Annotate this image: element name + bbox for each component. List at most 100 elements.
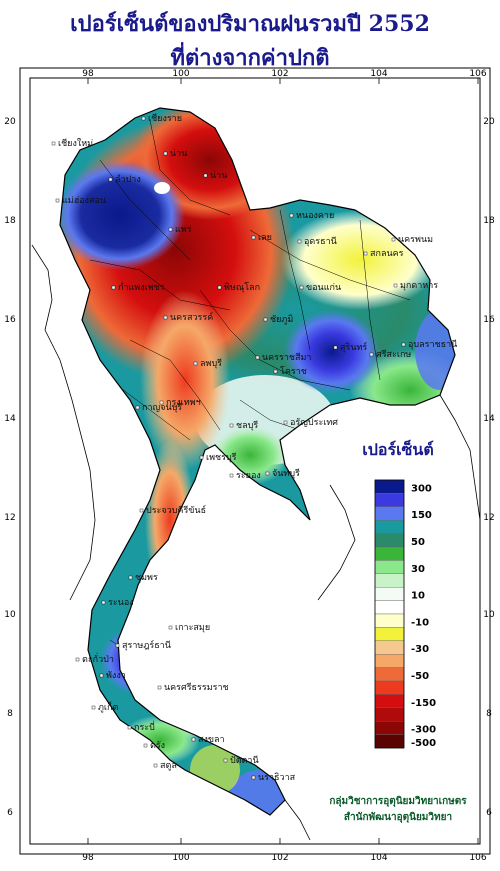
station-label: จันทบุรี bbox=[272, 468, 300, 479]
top-tick-98: 98 bbox=[82, 69, 94, 79]
station-marker bbox=[369, 352, 374, 357]
legend-swatch bbox=[374, 520, 405, 534]
station-marker bbox=[263, 317, 268, 322]
credit-line1: กลุ่มวิชาการอุตุนิยมวิทยาเกษตร bbox=[329, 795, 467, 807]
station-label: มุกดาหาร bbox=[400, 281, 438, 291]
station-label: แพร่ bbox=[175, 225, 192, 235]
legend-swatch bbox=[374, 654, 405, 668]
station-labels: เชียงรายเชียงใหม่น่านน่านลำปางแม่ฮ่องสอน… bbox=[51, 113, 457, 783]
station-label: ชุมพร bbox=[135, 573, 158, 583]
station-label: ระนอง bbox=[108, 598, 134, 608]
station-label: โคราช bbox=[280, 366, 307, 377]
station-label: นครศรีธรรมราช bbox=[164, 682, 229, 693]
station-label: น่าน bbox=[170, 149, 187, 159]
station-marker bbox=[193, 361, 198, 366]
axis-ticks bbox=[87, 78, 479, 844]
station-marker bbox=[289, 213, 294, 218]
legend-swatch bbox=[374, 721, 405, 735]
station-label: อรัญประเทศ bbox=[290, 418, 338, 428]
legend-label: -50 bbox=[411, 671, 429, 682]
bottom-tick-102: 102 bbox=[271, 853, 288, 863]
legend-swatch bbox=[374, 734, 405, 749]
station-marker bbox=[393, 283, 398, 288]
legend-label: -30 bbox=[411, 644, 429, 655]
legend-swatch bbox=[374, 560, 405, 575]
station-marker bbox=[199, 455, 204, 460]
legend-label: 10 bbox=[411, 591, 425, 602]
station-marker bbox=[135, 405, 140, 410]
station-label: ชัยภูมิ bbox=[270, 314, 293, 325]
right-tick-10: 10 bbox=[483, 610, 495, 620]
left-tick-8: 8 bbox=[7, 709, 13, 719]
station-label: ประจวบคีรีขันธ์ bbox=[146, 504, 206, 516]
station-label: ปัตตานี bbox=[230, 755, 259, 766]
legend-label: 30 bbox=[411, 564, 425, 575]
station-marker bbox=[51, 141, 56, 146]
station-marker bbox=[223, 758, 228, 763]
station-label: กระบี่ bbox=[134, 720, 155, 733]
station-marker bbox=[265, 471, 270, 476]
station-marker bbox=[297, 239, 302, 244]
station-marker bbox=[168, 625, 173, 630]
station-label: นครพนม bbox=[398, 235, 433, 245]
station-label: ลพบุรี bbox=[200, 358, 222, 369]
legend-swatch bbox=[374, 573, 405, 588]
station-label: อุดรธานี bbox=[304, 236, 337, 247]
station-label: เชียงราย bbox=[148, 113, 182, 124]
station-label: ระยอง bbox=[236, 471, 261, 481]
legend-swatch bbox=[374, 546, 405, 561]
legend-swatch bbox=[374, 533, 405, 548]
station-marker bbox=[55, 198, 60, 203]
station-label: ขอนแก่น bbox=[306, 283, 341, 293]
station-label: หนองคาย bbox=[296, 211, 334, 221]
station-label: พิษณุโลก bbox=[224, 282, 260, 293]
station-marker bbox=[108, 177, 113, 182]
station-marker bbox=[283, 420, 288, 425]
left-tick-14: 14 bbox=[4, 414, 16, 424]
legend-label: -500 bbox=[411, 738, 436, 749]
station-marker bbox=[163, 151, 168, 156]
station-label: กรุงเทพฯ bbox=[166, 398, 201, 408]
station-marker bbox=[333, 345, 338, 350]
station-marker bbox=[115, 643, 120, 648]
station-marker bbox=[111, 285, 116, 290]
legend: 300 150 50 30 10 -10 -30 -50 -150 -300 -500 bbox=[374, 479, 436, 749]
legend-title: เปอร์เซ็นต์ bbox=[362, 438, 433, 459]
neighbor-borders bbox=[31, 244, 481, 841]
left-axis-labels: 20 18 16 14 12 10 8 6 bbox=[4, 117, 16, 818]
station-label: สตูล bbox=[160, 761, 177, 771]
right-tick-6: 6 bbox=[486, 808, 492, 818]
station-marker bbox=[391, 237, 396, 242]
station-label: นครสวรรค์ bbox=[170, 311, 213, 323]
right-tick-14: 14 bbox=[483, 414, 495, 424]
station-marker bbox=[251, 775, 256, 780]
legend-swatch bbox=[374, 479, 405, 494]
station-marker bbox=[251, 235, 256, 240]
station-label: ศรีสะเกษ bbox=[376, 349, 411, 360]
legend-label: -150 bbox=[411, 698, 436, 709]
station-label: กำแพงเพชร bbox=[118, 282, 165, 293]
legend-frame bbox=[374, 479, 405, 749]
left-tick-20: 20 bbox=[4, 117, 16, 127]
legend-swatch bbox=[374, 667, 405, 682]
right-tick-18: 18 bbox=[483, 216, 495, 226]
legend-swatch bbox=[374, 627, 405, 642]
station-label: สกลนคร bbox=[370, 249, 404, 259]
bottom-tick-104: 104 bbox=[370, 853, 387, 863]
station-label: นครราชสีมา bbox=[262, 352, 311, 363]
top-tick-104: 104 bbox=[370, 69, 387, 79]
legend-swatch bbox=[374, 506, 405, 521]
station-marker bbox=[159, 400, 164, 405]
station-label: น่าน bbox=[210, 171, 227, 181]
station-label: แม่ฮ่องสอน bbox=[62, 196, 106, 206]
top-tick-102: 102 bbox=[271, 69, 288, 79]
station-label: เลย bbox=[258, 233, 272, 243]
left-tick-18: 18 bbox=[4, 216, 16, 226]
legend-swatch bbox=[374, 707, 405, 722]
station-label: สุราษฎร์ธานี bbox=[122, 639, 171, 651]
station-marker bbox=[153, 763, 158, 768]
station-marker bbox=[401, 342, 406, 347]
bottom-tick-106: 106 bbox=[469, 853, 486, 863]
station-marker bbox=[141, 116, 146, 121]
station-label: เพชรบุรี bbox=[206, 452, 237, 463]
